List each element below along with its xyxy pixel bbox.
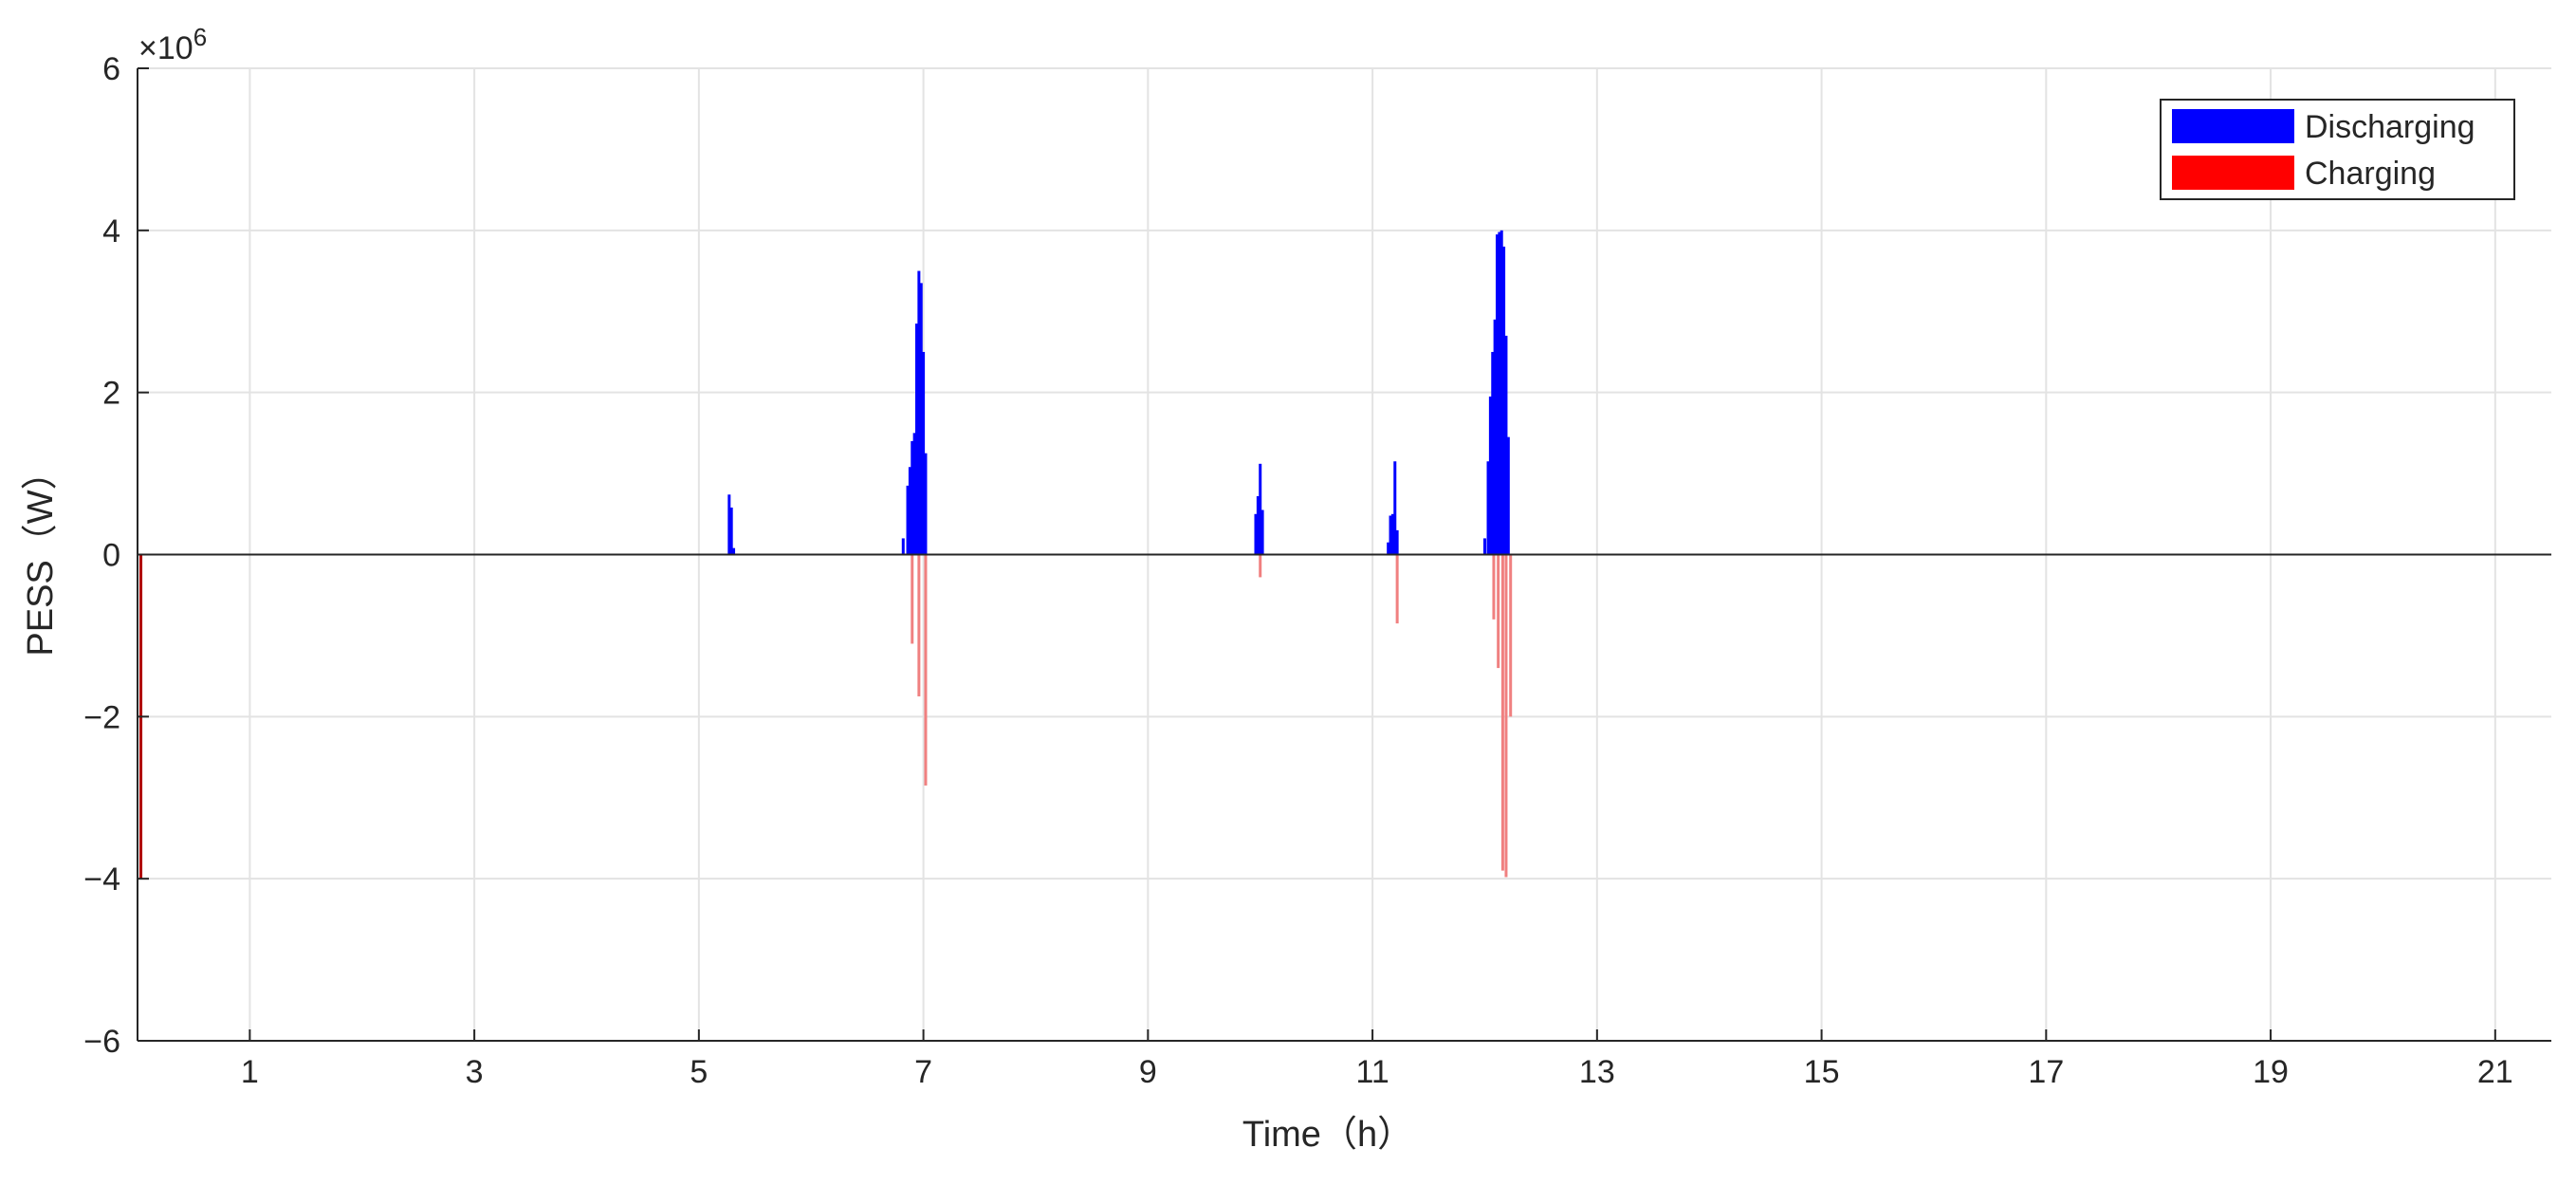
- charging-bar: [924, 554, 928, 786]
- x-tick-label: 13: [1579, 1054, 1615, 1090]
- discharging-bar: [922, 351, 926, 555]
- legend-swatch-discharging: [2172, 109, 2294, 143]
- discharging-bar: [924, 453, 928, 555]
- y-exponent-power: 6: [193, 23, 207, 51]
- discharging-bar: [1493, 319, 1497, 555]
- discharging-bar: [1491, 351, 1495, 555]
- x-tick-label: 11: [1355, 1054, 1389, 1090]
- discharging-bar: [912, 433, 916, 555]
- x-tick-label: 19: [2253, 1054, 2289, 1090]
- y-tick-label: −6: [83, 1024, 120, 1060]
- x-tick-label: 7: [914, 1054, 932, 1090]
- discharging-bar: [908, 467, 911, 555]
- discharging-bar: [919, 283, 923, 555]
- discharging-bar: [1387, 542, 1390, 555]
- discharging-bar: [1488, 396, 1492, 555]
- y-tick-label: −4: [83, 861, 120, 898]
- x-tick-label: 15: [1804, 1054, 1840, 1090]
- discharging-bar: [1498, 231, 1501, 555]
- x-tick-label: 3: [466, 1054, 484, 1090]
- y-exponent-base: ×10: [138, 30, 193, 66]
- discharging-bar: [1254, 513, 1258, 555]
- x-axis-title: Time（h）: [1242, 1115, 1413, 1155]
- charging-bar: [1492, 554, 1496, 620]
- legend-label-charging: Charging: [2305, 156, 2436, 192]
- discharging-bar: [1390, 513, 1394, 555]
- y-tick-label: 0: [102, 538, 120, 574]
- y-tick-label: 4: [102, 213, 120, 250]
- legend-swatch-charging: [2172, 156, 2294, 190]
- discharging-bar: [1504, 335, 1508, 555]
- x-tick-label: 1: [241, 1054, 259, 1090]
- charging-bar: [911, 554, 914, 644]
- discharging-bar: [1502, 246, 1506, 555]
- discharging-bar: [1486, 461, 1490, 555]
- discharging-bar: [906, 485, 910, 555]
- discharging-bar: [1482, 538, 1486, 555]
- charging-bar: [1259, 554, 1262, 578]
- x-tick-label: 9: [1139, 1054, 1157, 1090]
- discharging-bar: [727, 494, 731, 555]
- y-tick-labels: −6 −4 −2 0 2 4 6: [83, 51, 120, 1060]
- discharging-bar: [1256, 496, 1260, 555]
- charging-bar: [1497, 554, 1500, 669]
- charging-bar: [1395, 554, 1399, 624]
- discharging-bar: [901, 538, 905, 555]
- axes: [137, 67, 2551, 1042]
- discharging-bar: [1500, 230, 1503, 555]
- discharging-bar: [1260, 509, 1264, 555]
- charging-bar: [1504, 554, 1508, 878]
- discharging-bar: [911, 440, 914, 555]
- discharging-bar: [1259, 463, 1262, 555]
- charging-bar: [917, 554, 921, 696]
- bars: [139, 230, 1513, 879]
- discharging-bar: [732, 547, 736, 555]
- charging-bar: [1500, 554, 1504, 871]
- x-tick-label: 17: [2028, 1054, 2064, 1090]
- y-tick-label: 6: [102, 51, 120, 87]
- discharging-bar: [915, 324, 919, 555]
- legend-label-discharging: Discharging: [2305, 109, 2475, 145]
- discharging-bar: [1506, 436, 1510, 555]
- discharging-bar: [917, 270, 921, 555]
- discharging-bar: [729, 507, 733, 555]
- y-exponent-label: ×106: [138, 23, 207, 66]
- legend: Discharging Charging: [2160, 99, 2515, 200]
- discharging-bar: [1395, 529, 1399, 555]
- y-tick-label: −2: [83, 699, 120, 735]
- x-tick-label: 5: [690, 1054, 708, 1090]
- x-tick-labels: 1 3 5 7 9 11 13 15 17 19 21: [241, 1054, 2513, 1090]
- y-axis-title: PESS（W）: [21, 454, 61, 656]
- discharging-bar: [1389, 515, 1392, 555]
- charging-bar: [1509, 554, 1513, 717]
- y-tick-label: 2: [102, 376, 120, 412]
- discharging-bar: [1393, 461, 1397, 555]
- discharging-bar: [1495, 234, 1499, 555]
- x-tick-label: 21: [2477, 1054, 2513, 1090]
